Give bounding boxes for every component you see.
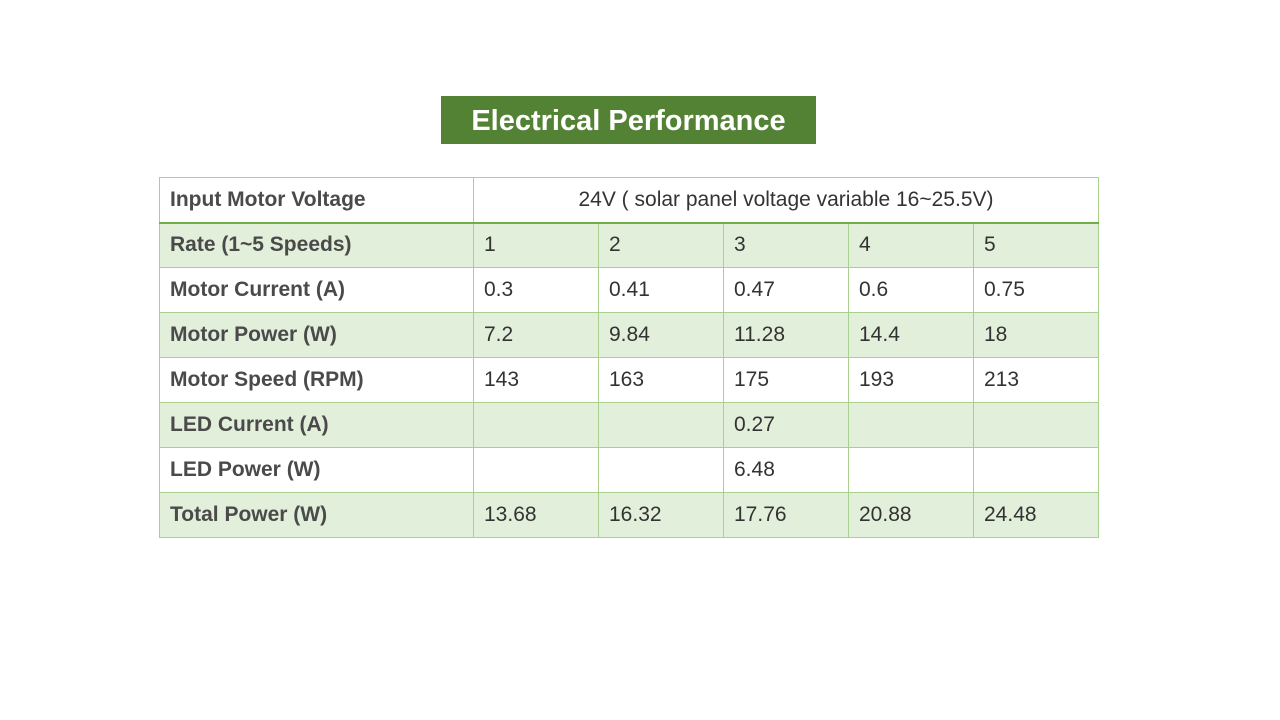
row-label: Rate (1~5 Speeds): [159, 222, 474, 268]
table-cell: [473, 402, 599, 448]
table-cell: 9.84: [598, 312, 724, 358]
row-label: Total Power (W): [159, 492, 474, 538]
table-cell: 3: [723, 222, 849, 268]
table-row: Rate (1~5 Speeds) 1 2 3 4 5: [159, 222, 1100, 268]
table-cell: 7.2: [473, 312, 599, 358]
electrical-performance-table: Input Motor Voltage 24V ( solar panel vo…: [159, 177, 1100, 538]
row-label: LED Power (W): [159, 447, 474, 493]
table-cell: 4: [848, 222, 974, 268]
table-row: Motor Speed (RPM) 143 163 175 193 213: [159, 357, 1100, 403]
table-cell: 0.3: [473, 267, 599, 313]
table-cell: [972, 447, 1100, 493]
table-cell: 2: [598, 222, 724, 268]
row-label: Motor Current (A): [159, 267, 474, 313]
row-label: LED Current (A): [159, 402, 474, 448]
table-cell: 193: [848, 357, 974, 403]
row-label: Motor Speed (RPM): [159, 357, 474, 403]
table-cell: 20.88: [848, 492, 974, 538]
table-row-input-voltage: Input Motor Voltage 24V ( solar panel vo…: [159, 177, 1100, 224]
table-cell: 13.68: [473, 492, 599, 538]
table-row: LED Power (W) 6.48: [159, 447, 1100, 493]
table-cell: [848, 447, 974, 493]
table-cell: 175: [723, 357, 849, 403]
table-cell: [473, 447, 599, 493]
table-cell: 17.76: [723, 492, 849, 538]
table-row: LED Current (A) 0.27: [159, 402, 1100, 448]
table-cell: 11.28: [723, 312, 849, 358]
row-label: Motor Power (W): [159, 312, 474, 358]
table-cell: [598, 402, 724, 448]
table-cell: 16.32: [598, 492, 724, 538]
table-cell: 0.27: [723, 402, 849, 448]
table-cell: 163: [598, 357, 724, 403]
table-cell: 213: [972, 357, 1100, 403]
table-cell: 0.75: [972, 267, 1100, 313]
table-cell: 24.48: [972, 492, 1100, 538]
table-cell: 0.41: [598, 267, 724, 313]
table-cell: 0.6: [848, 267, 974, 313]
table-cell: 0.47: [723, 267, 849, 313]
table-cell: 6.48: [723, 447, 849, 493]
table-cell: 1: [473, 222, 599, 268]
table-cell: 18: [972, 312, 1100, 358]
table-row: Motor Current (A) 0.3 0.41 0.47 0.6 0.75: [159, 267, 1100, 313]
table-cell: [598, 447, 724, 493]
voltage-value-cell: 24V ( solar panel voltage variable 16~25…: [472, 177, 1100, 224]
table-cell: [848, 402, 974, 448]
table-row: Total Power (W) 13.68 16.32 17.76 20.88 …: [159, 492, 1100, 538]
row-label: Input Motor Voltage: [159, 177, 474, 224]
table-cell: [972, 402, 1100, 448]
table-cell: 14.4: [848, 312, 974, 358]
table-cell: 143: [473, 357, 599, 403]
page-title: Electrical Performance: [441, 96, 816, 144]
table-row: Motor Power (W) 7.2 9.84 11.28 14.4 18: [159, 312, 1100, 358]
table-cell: 5: [972, 222, 1100, 268]
